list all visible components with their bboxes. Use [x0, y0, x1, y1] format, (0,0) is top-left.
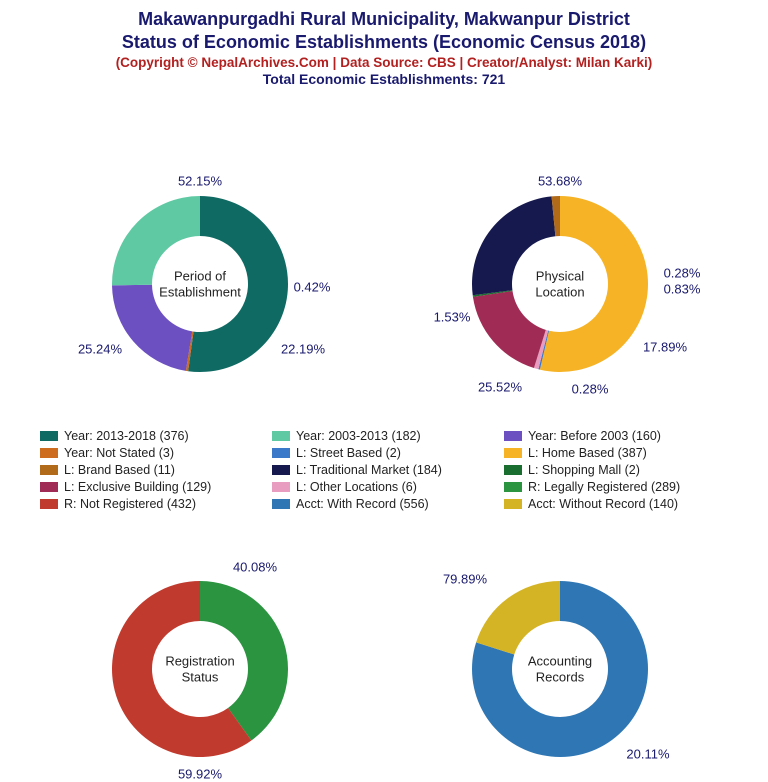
location-center-label: Physical Location [510, 268, 610, 299]
legend-swatch [272, 465, 290, 475]
legend-item-14: Acct: Without Record (140) [504, 497, 728, 511]
legend-label: L: Other Locations (6) [296, 480, 417, 494]
legend-item-0: Year: 2013-2018 (376) [40, 429, 264, 443]
legend-swatch [40, 482, 58, 492]
registration-pct-label-0: 40.08% [233, 560, 277, 575]
location-pct-label-2: 0.83% [664, 282, 701, 297]
accounting-pct-label-0: 79.89% [443, 572, 487, 587]
legend-item-9: L: Exclusive Building (129) [40, 480, 264, 494]
legend-swatch [40, 465, 58, 475]
legend-swatch [504, 448, 522, 458]
legend-item-7: L: Traditional Market (184) [272, 463, 496, 477]
legend-item-5: L: Home Based (387) [504, 446, 728, 460]
copyright-text: (Copyright © NepalArchives.Com | Data So… [10, 55, 758, 70]
period-pct-label-2: 22.19% [281, 342, 325, 357]
legend-label: L: Traditional Market (184) [296, 463, 442, 477]
legend-swatch [272, 482, 290, 492]
legend-swatch [40, 499, 58, 509]
legend-swatch [504, 499, 522, 509]
location-pct-label-3: 17.89% [643, 340, 687, 355]
total-text: Total Economic Establishments: 721 [10, 71, 758, 87]
legend-swatch [504, 431, 522, 441]
legend-item-4: L: Street Based (2) [272, 446, 496, 460]
legend-label: L: Brand Based (11) [64, 463, 175, 477]
legend-label: R: Not Registered (432) [64, 497, 196, 511]
location-pct-label-5: 25.52% [478, 380, 522, 395]
registration-pct-label-1: 59.92% [178, 767, 222, 782]
legend: Year: 2013-2018 (376) Year: 2003-2013 (18… [40, 429, 728, 511]
period-center-label: Period of Establishment [150, 268, 250, 299]
period-pct-label-1: 0.42% [294, 280, 331, 295]
legend-swatch [272, 431, 290, 441]
location-pct-label-6: 1.53% [434, 310, 471, 325]
legend-label: L: Home Based (387) [528, 446, 647, 460]
legend-item-13: Acct: With Record (556) [272, 497, 496, 511]
location-pct-label-0: 53.68% [538, 174, 582, 189]
legend-swatch [40, 448, 58, 458]
header: Makawanpurgadhi Rural Municipality, Makw… [0, 0, 768, 89]
period-pct-label-0: 52.15% [178, 174, 222, 189]
title-line-1: Makawanpurgadhi Rural Municipality, Makw… [10, 8, 758, 31]
legend-swatch [40, 431, 58, 441]
legend-label: Year: 2003-2013 (182) [296, 429, 421, 443]
legend-item-8: L: Shopping Mall (2) [504, 463, 728, 477]
legend-item-1: Year: 2003-2013 (182) [272, 429, 496, 443]
legend-label: L: Exclusive Building (129) [64, 480, 211, 494]
legend-label: Year: Before 2003 (160) [528, 429, 661, 443]
legend-label: Acct: With Record (556) [296, 497, 429, 511]
accounting-pct-label-1: 20.11% [626, 747, 669, 762]
registration-center-label: Registration Status [150, 653, 250, 684]
legend-item-12: R: Not Registered (432) [40, 497, 264, 511]
legend-item-10: L: Other Locations (6) [272, 480, 496, 494]
legend-item-2: Year: Before 2003 (160) [504, 429, 728, 443]
title-line-2: Status of Economic Establishments (Econo… [10, 31, 758, 54]
location-pct-label-4: 0.28% [572, 382, 609, 397]
legend-item-3: Year: Not Stated (3) [40, 446, 264, 460]
legend-item-6: L: Brand Based (11) [40, 463, 264, 477]
legend-swatch [504, 465, 522, 475]
legend-label: Year: Not Stated (3) [64, 446, 174, 460]
accounting-center-label: Accounting Records [510, 653, 610, 684]
legend-swatch [504, 482, 522, 492]
location-slice-3 [473, 291, 546, 368]
legend-label: Year: 2013-2018 (376) [64, 429, 189, 443]
legend-label: R: Legally Registered (289) [528, 480, 680, 494]
legend-label: Acct: Without Record (140) [528, 497, 678, 511]
legend-item-11: R: Legally Registered (289) [504, 480, 728, 494]
legend-swatch [272, 499, 290, 509]
accounting-slice-1 [476, 581, 560, 654]
legend-label: L: Shopping Mall (2) [528, 463, 640, 477]
location-pct-label-1: 0.28% [664, 266, 701, 281]
charts-container: Year: 2013-2018 (376) Year: 2003-2013 (18… [0, 89, 768, 769]
legend-swatch [272, 448, 290, 458]
period-pct-label-3: 25.24% [78, 342, 122, 357]
legend-label: L: Street Based (2) [296, 446, 401, 460]
